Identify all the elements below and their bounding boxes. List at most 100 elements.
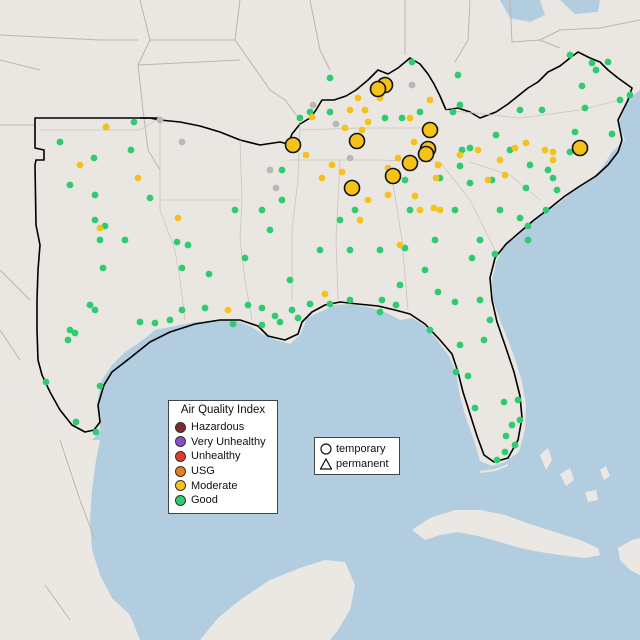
moderate-temporary-monitor[interactable] [417, 145, 435, 163]
moderate-temporary-monitor[interactable] [284, 136, 302, 154]
moderate-station[interactable] [96, 224, 104, 232]
moderate-station[interactable] [522, 139, 530, 147]
good-station[interactable] [99, 264, 107, 272]
good-station[interactable] [326, 300, 334, 308]
moderate-station[interactable] [356, 216, 364, 224]
good-station[interactable] [456, 341, 464, 349]
good-station[interactable] [178, 306, 186, 314]
good-station[interactable] [173, 238, 181, 246]
moderate-station[interactable] [361, 106, 369, 114]
good-station[interactable] [408, 58, 416, 66]
good-station[interactable] [346, 246, 354, 254]
good-station[interactable] [604, 58, 612, 66]
good-station[interactable] [271, 312, 279, 320]
moderate-station[interactable] [364, 118, 372, 126]
good-station[interactable] [566, 51, 574, 59]
moderate-station[interactable] [354, 94, 362, 102]
good-station[interactable] [451, 206, 459, 214]
good-station[interactable] [406, 206, 414, 214]
good-station[interactable] [456, 101, 464, 109]
good-station[interactable] [276, 318, 284, 326]
no-data-station[interactable] [266, 166, 274, 174]
moderate-station[interactable] [358, 126, 366, 134]
good-station[interactable] [201, 304, 209, 312]
moderate-station[interactable] [436, 206, 444, 214]
good-station[interactable] [244, 301, 252, 309]
good-station[interactable] [578, 82, 586, 90]
moderate-station[interactable] [341, 124, 349, 132]
good-station[interactable] [401, 244, 409, 252]
good-station[interactable] [468, 254, 476, 262]
moderate-station[interactable] [338, 168, 346, 176]
good-station[interactable] [121, 236, 129, 244]
good-station[interactable] [454, 71, 462, 79]
good-station[interactable] [258, 321, 266, 329]
good-station[interactable] [401, 176, 409, 184]
good-station[interactable] [471, 404, 479, 412]
good-station[interactable] [549, 174, 557, 182]
good-station[interactable] [56, 138, 64, 146]
moderate-station[interactable] [134, 174, 142, 182]
good-station[interactable] [511, 441, 519, 449]
moderate-station[interactable] [549, 156, 557, 164]
good-station[interactable] [538, 106, 546, 114]
good-station[interactable] [571, 128, 579, 136]
good-station[interactable] [178, 264, 186, 272]
good-station[interactable] [326, 74, 334, 82]
good-station[interactable] [346, 296, 354, 304]
moderate-temporary-monitor[interactable] [384, 167, 402, 185]
moderate-station[interactable] [484, 176, 492, 184]
good-station[interactable] [449, 108, 457, 116]
good-station[interactable] [296, 114, 304, 122]
good-station[interactable] [316, 246, 324, 254]
no-data-station[interactable] [178, 138, 186, 146]
good-station[interactable] [278, 196, 286, 204]
good-station[interactable] [231, 206, 239, 214]
moderate-station[interactable] [434, 161, 442, 169]
good-station[interactable] [146, 194, 154, 202]
moderate-station[interactable] [308, 113, 316, 121]
good-station[interactable] [381, 114, 389, 122]
good-station[interactable] [416, 108, 424, 116]
good-station[interactable] [502, 432, 510, 440]
good-station[interactable] [326, 108, 334, 116]
good-station[interactable] [581, 104, 589, 112]
good-station[interactable] [91, 306, 99, 314]
good-station[interactable] [426, 326, 434, 334]
moderate-station[interactable] [406, 114, 414, 122]
moderate-temporary-monitor[interactable] [571, 139, 589, 157]
moderate-station[interactable] [321, 290, 329, 298]
good-station[interactable] [492, 131, 500, 139]
moderate-station[interactable] [416, 206, 424, 214]
good-station[interactable] [514, 396, 522, 404]
good-station[interactable] [266, 226, 274, 234]
good-station[interactable] [500, 398, 508, 406]
good-station[interactable] [258, 206, 266, 214]
good-station[interactable] [127, 146, 135, 154]
good-station[interactable] [351, 206, 359, 214]
good-station[interactable] [136, 318, 144, 326]
good-station[interactable] [522, 184, 530, 192]
good-station[interactable] [151, 319, 159, 327]
no-data-station[interactable] [156, 116, 164, 124]
good-station[interactable] [66, 181, 74, 189]
good-station[interactable] [376, 308, 384, 316]
good-station[interactable] [91, 191, 99, 199]
good-station[interactable] [431, 236, 439, 244]
good-station[interactable] [493, 456, 501, 464]
moderate-station[interactable] [396, 241, 404, 249]
good-station[interactable] [491, 250, 499, 258]
good-station[interactable] [476, 296, 484, 304]
good-station[interactable] [71, 329, 79, 337]
moderate-station[interactable] [541, 146, 549, 154]
moderate-station[interactable] [426, 96, 434, 104]
good-station[interactable] [398, 114, 406, 122]
good-station[interactable] [229, 320, 237, 328]
good-station[interactable] [258, 304, 266, 312]
moderate-station[interactable] [364, 196, 372, 204]
good-station[interactable] [516, 106, 524, 114]
moderate-station[interactable] [411, 192, 419, 200]
moderate-station[interactable] [410, 138, 418, 146]
good-station[interactable] [91, 216, 99, 224]
